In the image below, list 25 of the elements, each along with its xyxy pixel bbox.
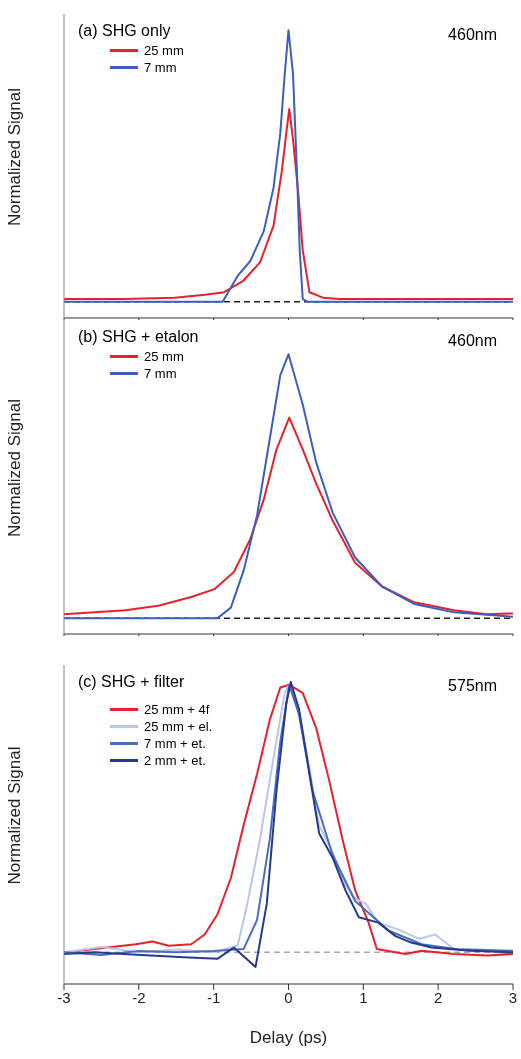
legend-label: 7 mm — [144, 59, 177, 76]
annotation: 575nm — [448, 677, 497, 695]
legend-label: 25 mm — [144, 348, 184, 365]
x-tick-label: -2 — [132, 988, 146, 1006]
y-axis-title: Normalized Signal — [5, 88, 25, 226]
legend-label: 7 mm + et. — [144, 735, 206, 752]
legend-label: 25 mm + el. — [144, 718, 213, 735]
x-tick-label: -3 — [57, 988, 71, 1006]
text: 460nm — [448, 332, 497, 350]
x-axis-title: Delay (ps) — [249, 1028, 328, 1047]
legend-label: 2 mm + et. — [144, 752, 206, 769]
x-tick-label: 3 — [508, 988, 518, 1006]
legend-label: 25 mm + 4f — [144, 701, 210, 718]
chart-title: (c) SHG + filter — [78, 673, 185, 691]
x-tick-label: 1 — [359, 988, 368, 1006]
x-tick-label: 0 — [284, 988, 293, 1006]
chart-title: (a) SHG only — [78, 22, 171, 40]
chart-title: (b) SHG + etalon — [78, 328, 199, 346]
y-axis-title: Normalized Signal — [5, 399, 25, 537]
y-axis-title: Normalized Signal — [5, 746, 25, 885]
legend-label: 7 mm — [144, 365, 177, 382]
legend-label: 25 mm — [144, 42, 184, 59]
annotation: 460nm — [448, 26, 497, 44]
x-tick-label: -1 — [206, 988, 221, 1006]
x-tick-label: 2 — [433, 988, 443, 1006]
